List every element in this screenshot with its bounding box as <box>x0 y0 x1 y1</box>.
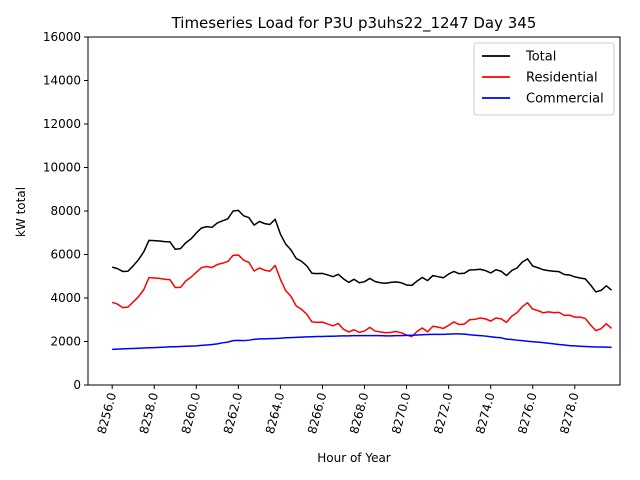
legend-label-commercial: Commercial <box>526 92 604 107</box>
y-tick-label: 6000 <box>50 248 81 262</box>
legend-label-residential: Residential <box>526 71 598 86</box>
series-line-residential <box>111 254 613 338</box>
y-tick-label: 0 <box>73 378 81 392</box>
y-tick-label: 16000 <box>43 30 81 44</box>
y-axis-label: kW total <box>14 187 28 237</box>
x-axis-label: Hour of Year <box>317 451 391 465</box>
y-tick-label: 14000 <box>43 74 81 88</box>
series-line-commercial <box>112 333 612 351</box>
chart-title: Timeseries Load for P3U p3uhs22_1247 Day… <box>171 14 537 33</box>
series-line-total <box>111 209 613 293</box>
y-tick-label: 10000 <box>43 161 81 175</box>
legend: Total Residential Commercial <box>473 42 615 116</box>
legend-box <box>473 42 615 116</box>
y-tick-label: 4000 <box>50 291 81 305</box>
y-tick-label: 8000 <box>50 204 81 218</box>
y-tick-label: 12000 <box>43 117 81 131</box>
legend-label-total: Total <box>525 50 556 65</box>
y-tick-label: 2000 <box>50 335 81 349</box>
